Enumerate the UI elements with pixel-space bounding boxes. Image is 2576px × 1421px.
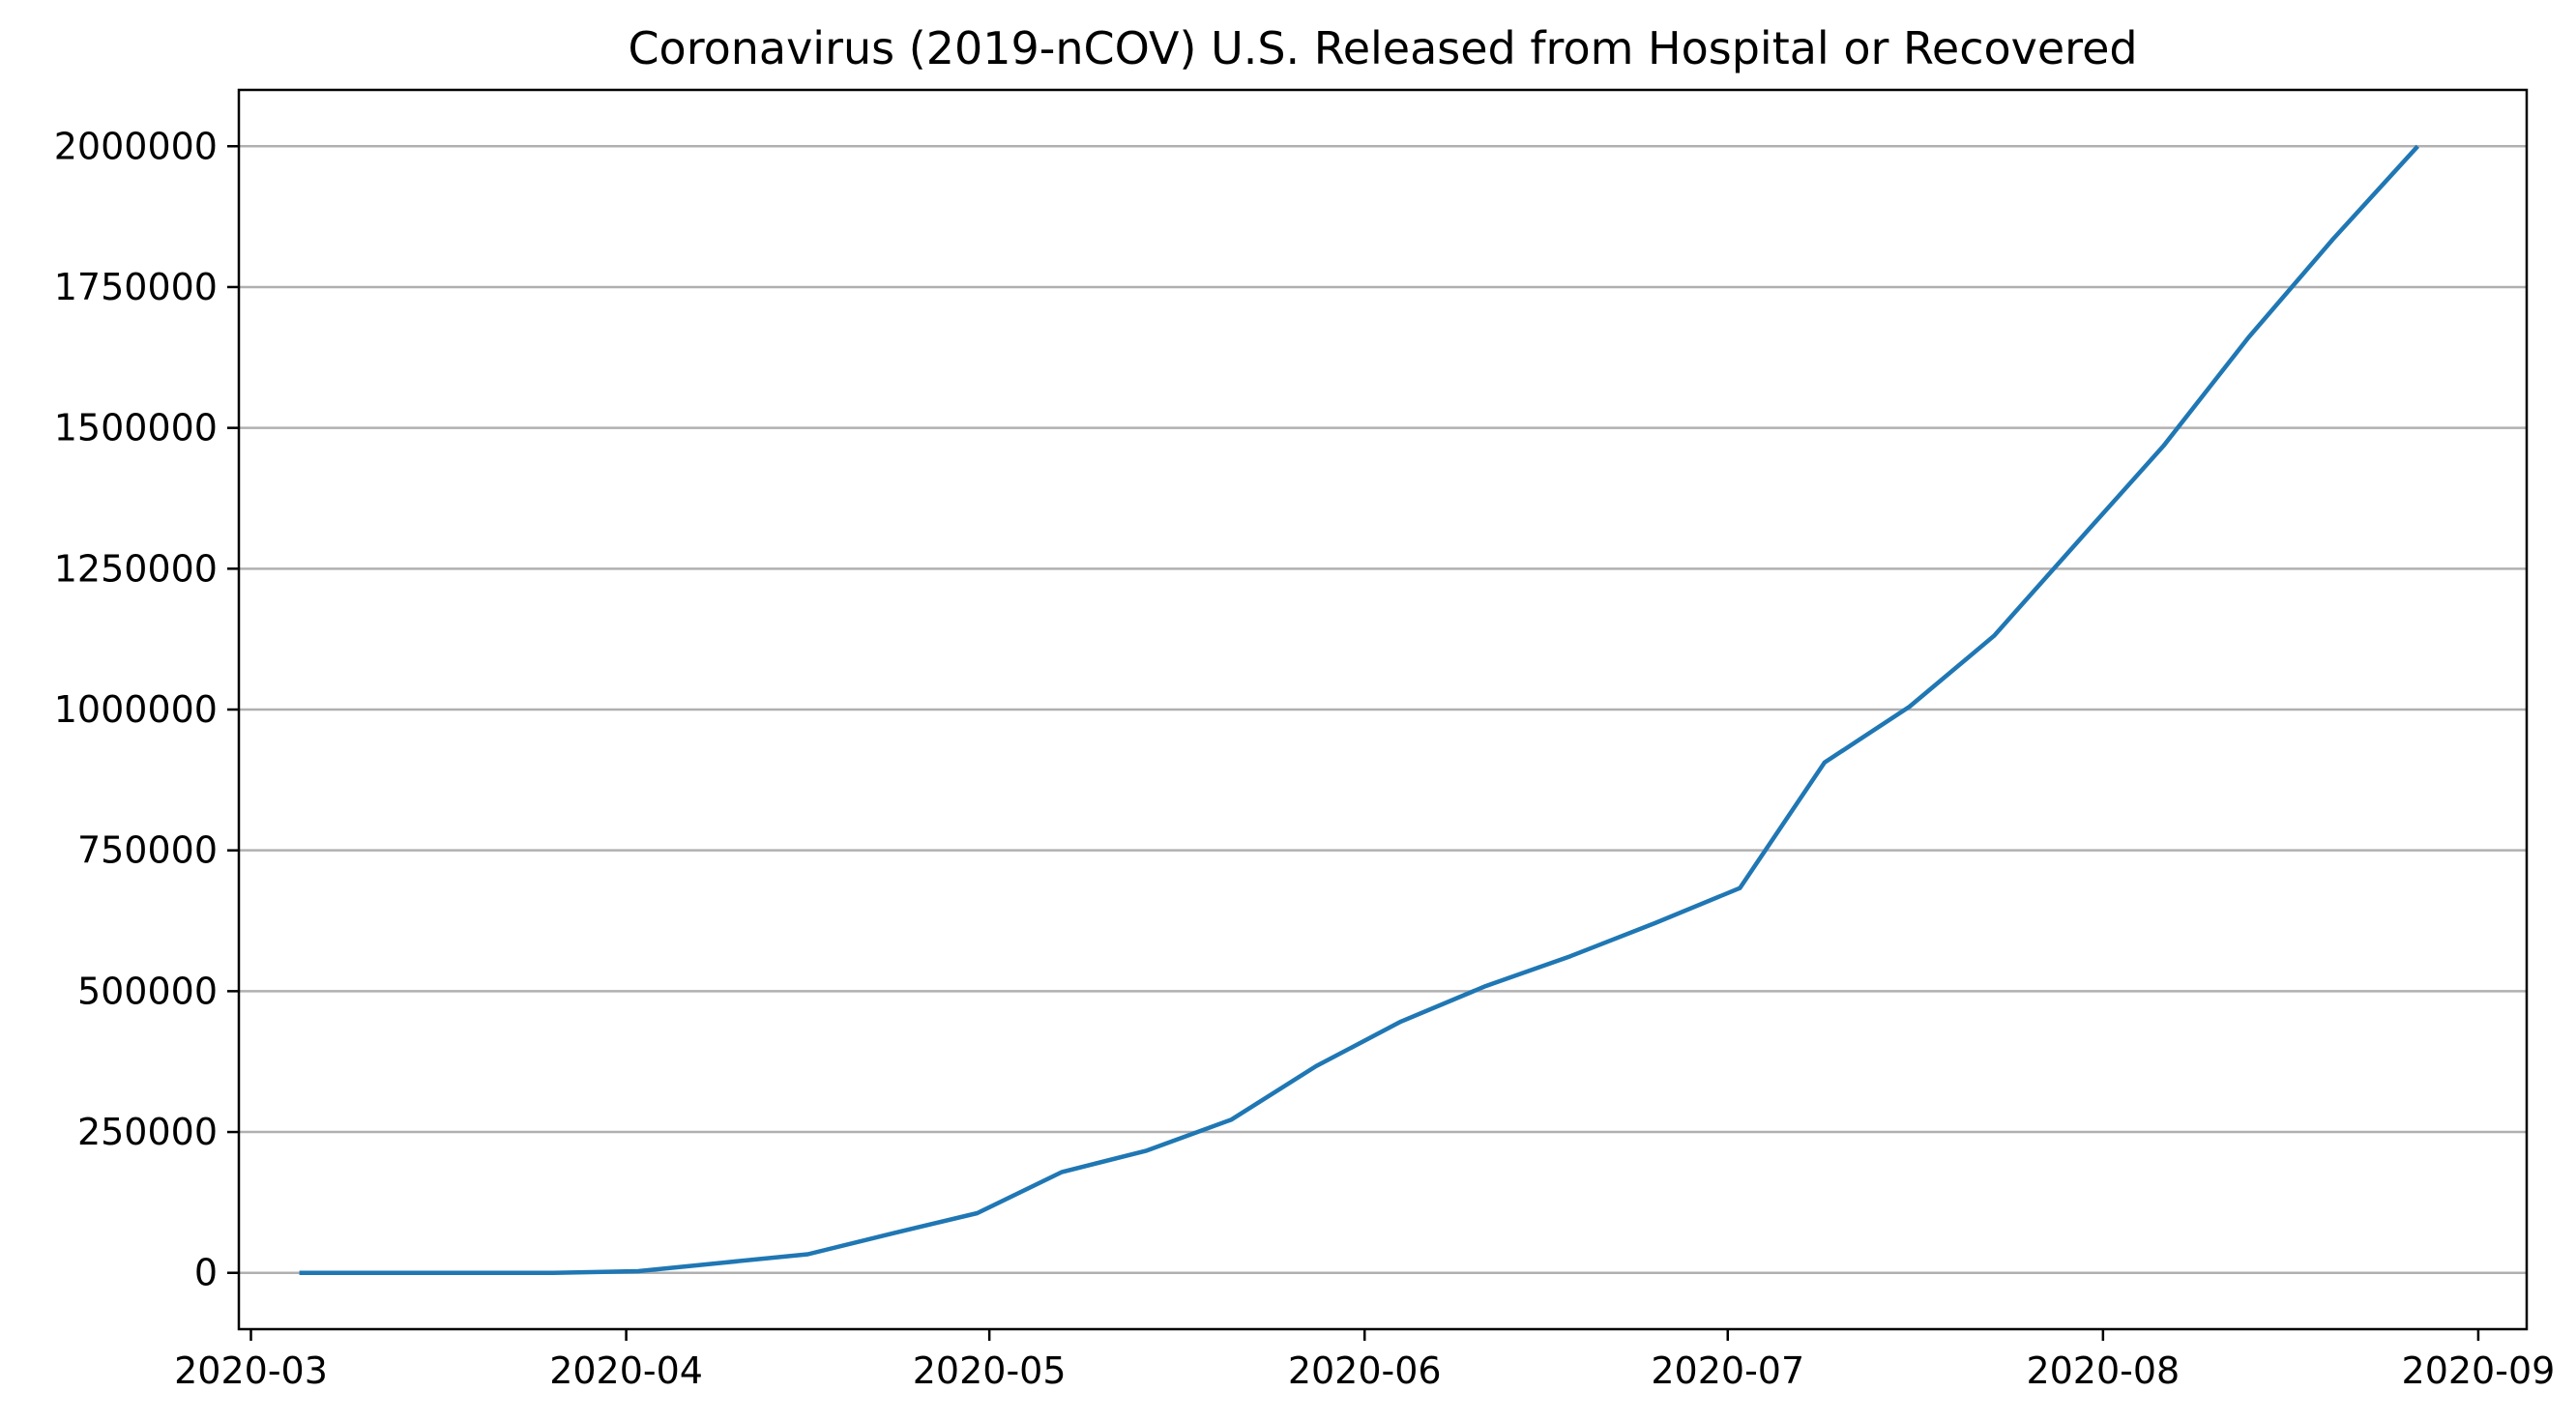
x-tick-label: 2020-06 xyxy=(1288,1349,1442,1392)
y-tick-label: 1000000 xyxy=(54,688,218,731)
x-axis: 2020-03 2020-04 2020-05 2020-06 2020-07 2020-… xyxy=(174,1329,2555,1392)
y-tick-label: 1250000 xyxy=(54,547,218,590)
x-tick-label: 2020-04 xyxy=(549,1349,703,1392)
series-line xyxy=(299,144,2419,1275)
y-tick-label: 750000 xyxy=(77,829,218,872)
chart-title: Coronavirus (2019-nCOV) U.S. Released fr… xyxy=(628,22,2137,74)
y-tick-label: 1750000 xyxy=(54,266,218,308)
y-tick-label: 250000 xyxy=(77,1111,218,1153)
y-axis: 0 250000 500000 750000 1000000 1250000 1500000… xyxy=(54,125,239,1294)
y-tick-label: 1500000 xyxy=(54,407,218,450)
series-layer xyxy=(299,144,2419,1275)
y-tick-label: 0 xyxy=(194,1252,218,1294)
x-tick-label: 2020-08 xyxy=(2026,1349,2180,1392)
y-tick-label: 2000000 xyxy=(54,125,218,167)
x-tick-label: 2020-07 xyxy=(1651,1349,1804,1392)
x-tick-label: 2020-09 xyxy=(2402,1349,2556,1392)
x-tick-label: 2020-03 xyxy=(174,1349,328,1392)
x-tick-label: 2020-05 xyxy=(913,1349,1067,1392)
y-tick-label: 500000 xyxy=(77,970,218,1012)
